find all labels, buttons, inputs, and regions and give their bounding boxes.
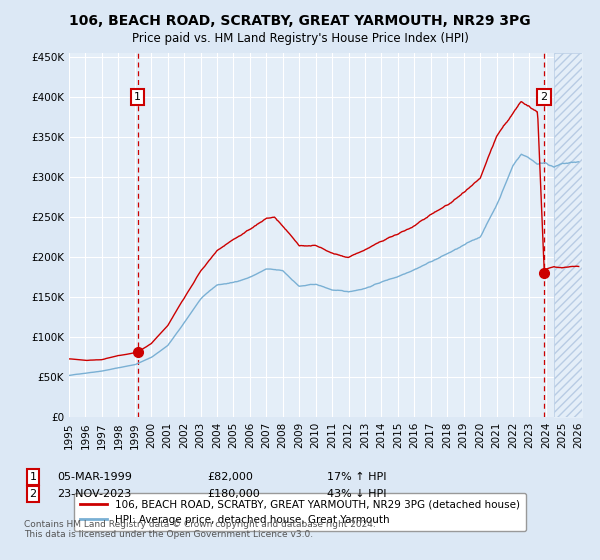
Text: 1: 1 (134, 92, 141, 102)
Text: 23-NOV-2023: 23-NOV-2023 (57, 489, 131, 499)
Text: Contains HM Land Registry data © Crown copyright and database right 2024.
This d: Contains HM Land Registry data © Crown c… (24, 520, 376, 539)
Legend: 106, BEACH ROAD, SCRATBY, GREAT YARMOUTH, NR29 3PG (detached house), HPI: Averag: 106, BEACH ROAD, SCRATBY, GREAT YARMOUTH… (74, 493, 526, 531)
Bar (554, 53, 587, 417)
Text: £82,000: £82,000 (207, 472, 253, 482)
Text: 05-MAR-1999: 05-MAR-1999 (57, 472, 132, 482)
Text: 2: 2 (541, 92, 548, 102)
Text: 17% ↑ HPI: 17% ↑ HPI (327, 472, 386, 482)
Bar (554, 53, 587, 417)
Text: Price paid vs. HM Land Registry's House Price Index (HPI): Price paid vs. HM Land Registry's House … (131, 32, 469, 45)
Text: 106, BEACH ROAD, SCRATBY, GREAT YARMOUTH, NR29 3PG: 106, BEACH ROAD, SCRATBY, GREAT YARMOUTH… (69, 14, 531, 28)
Text: 2: 2 (29, 489, 37, 499)
Text: 1: 1 (29, 472, 37, 482)
Text: £180,000: £180,000 (207, 489, 260, 499)
Text: 43% ↓ HPI: 43% ↓ HPI (327, 489, 386, 499)
